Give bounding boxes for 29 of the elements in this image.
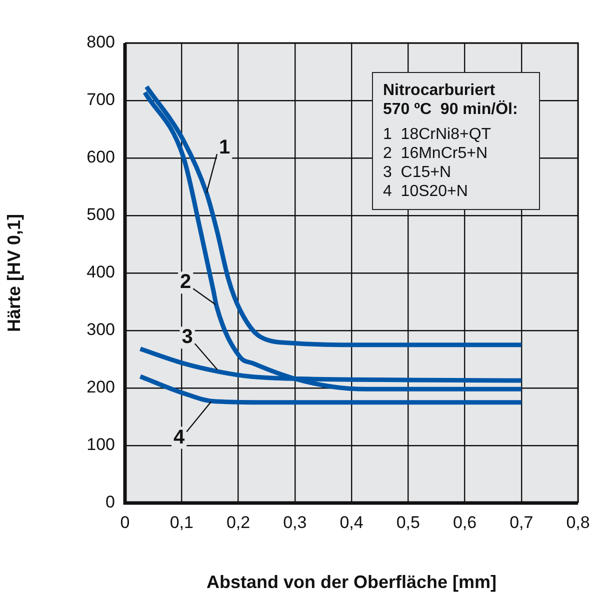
annotation: 1 (218, 136, 230, 159)
y-tick-label: 800 (86, 32, 115, 52)
y-tick-label: 200 (86, 378, 115, 397)
y-tick-label: 100 (86, 435, 115, 454)
x-tick-label: 0,5 (396, 512, 420, 532)
x-tick-label: 0,4 (340, 512, 364, 532)
annotation: 3 (182, 326, 193, 348)
y-tick-label: 500 (86, 205, 115, 224)
annotation: 2 (180, 271, 192, 294)
y-tick-label: 700 (86, 90, 115, 110)
y-tick-label: 0 (106, 492, 115, 512)
annotation: 3 C15+N (383, 163, 452, 182)
x-tick-label: 0,7 (510, 512, 534, 532)
y-tick-label: 600 (86, 148, 115, 167)
annotation: 2 16MnCr5+N (383, 144, 488, 163)
y-axis-title: Härte [HV 0,1] (4, 214, 24, 332)
y-tick-label: 300 (86, 320, 115, 340)
x-tick-label: 0,6 (452, 512, 477, 532)
annotation: 1 18CrNi8+QT (383, 125, 492, 144)
y-tick-label: 400 (86, 262, 115, 282)
x-tick-label: 0,1 (170, 512, 194, 532)
annotation: 4 10S20+N (383, 182, 469, 201)
annotation: 4 (174, 426, 186, 448)
x-tick-label: 0 (120, 512, 130, 532)
x-tick-label: 0,3 (283, 512, 307, 532)
annotation: Nitrocarburiert 570 ºC 90 min/Öl: (383, 81, 519, 119)
x-tick-label: 0,8 (566, 512, 590, 532)
x-axis-title: Abstand von der Oberfläche [mm] (206, 572, 497, 592)
x-tick-label: 0,2 (226, 512, 250, 532)
